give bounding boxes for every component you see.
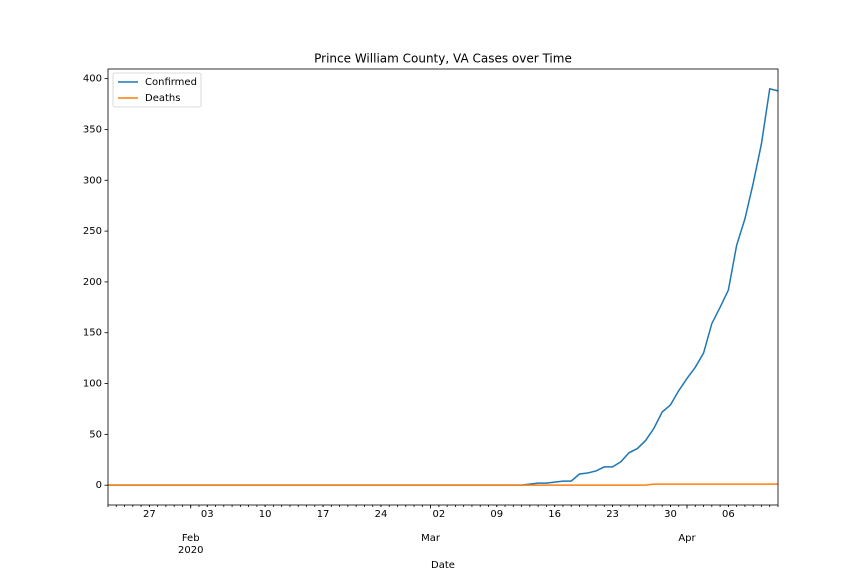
chart-title: Prince William County, VA Cases over Tim… [314, 52, 572, 66]
y-tick-label: 50 [89, 429, 102, 440]
y-tick-label: 150 [83, 328, 102, 339]
y-tick-label: 0 [96, 480, 102, 491]
x-tick-label: 27 [143, 509, 156, 520]
x-major-tick-label: Feb [182, 533, 200, 544]
legend-label: Deaths [145, 93, 180, 104]
x-tick-label: 23 [606, 509, 619, 520]
x-tick-label: 03 [201, 509, 214, 520]
y-tick-label: 300 [83, 175, 102, 186]
x-major-tick-label: Apr [678, 533, 696, 544]
x-tick-label: 06 [722, 509, 735, 520]
y-tick-label: 200 [83, 277, 102, 288]
x-year-label: 2020 [178, 545, 203, 556]
x-axis-label: Date [431, 560, 455, 571]
y-tick-label: 400 [83, 74, 102, 85]
x-tick-label: 09 [490, 509, 503, 520]
y-tick-label: 350 [83, 124, 102, 135]
x-tick-label: 17 [317, 509, 330, 520]
x-tick-label: 02 [432, 509, 445, 520]
plot-frame [107, 68, 779, 506]
y-tick-label: 250 [83, 226, 102, 237]
x-tick-label: 10 [259, 509, 272, 520]
x-tick-label: 24 [375, 509, 388, 520]
legend-label: Confirmed [145, 77, 197, 88]
series-line [108, 483, 778, 486]
x-tick-label: 30 [664, 509, 677, 520]
x-tick-label: 16 [548, 509, 561, 520]
y-tick-label: 100 [83, 379, 102, 390]
x-major-tick-label: Mar [421, 533, 441, 544]
